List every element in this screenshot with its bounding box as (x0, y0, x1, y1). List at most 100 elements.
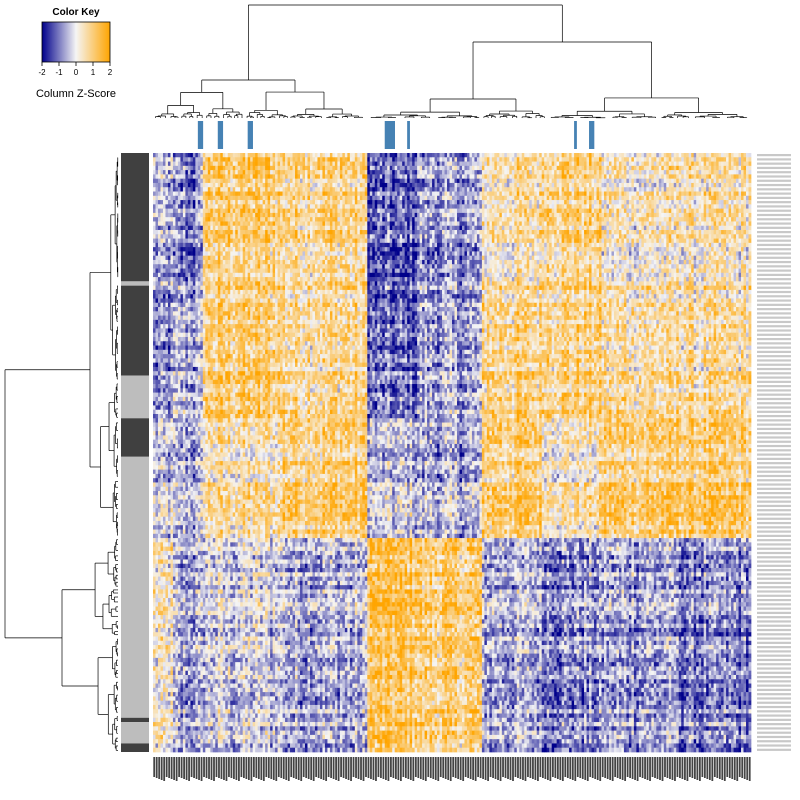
heatmap-cell (673, 195, 677, 201)
heatmap-cell (484, 204, 488, 209)
heatmap-cell (357, 161, 361, 167)
heatmap-cell (177, 217, 181, 222)
heatmap-cell (245, 157, 249, 162)
heatmap-cell (389, 217, 393, 222)
row-side-colors (121, 153, 149, 752)
heatmap-cell (399, 204, 403, 209)
heatmap-cell (601, 165, 605, 171)
heatmap-cell (404, 178, 408, 184)
heatmap-cell (476, 191, 480, 197)
heatmap-cell (312, 204, 316, 209)
heatmap-cell (464, 221, 468, 227)
heatmap-cell (342, 182, 346, 188)
heatmap-cell (691, 187, 695, 192)
heatmap-cell (270, 212, 273, 218)
heatmap-cell (738, 178, 742, 184)
heatmap-cell (476, 174, 480, 180)
heatmap-cell (481, 208, 485, 214)
heatmap-cell (671, 191, 675, 197)
heatmap-cell (262, 170, 266, 175)
heatmap-cell (668, 157, 672, 162)
heatmap-cell (471, 204, 475, 209)
heatmap-cell (202, 157, 206, 162)
heatmap-cell (222, 161, 226, 167)
heatmap-cell (240, 204, 244, 209)
heatmap-cell (295, 217, 298, 222)
heatmap-cell (384, 161, 388, 167)
heatmap-cell (506, 208, 510, 214)
heatmap-cell (661, 182, 665, 188)
heatmap-cell (195, 191, 199, 197)
heatmap-cell (250, 195, 254, 201)
heatmap-cell (616, 182, 620, 188)
heatmap-cell (409, 195, 413, 201)
heatmap-cell (257, 165, 261, 171)
heatmap-cell (230, 153, 234, 158)
heatmap-cell (728, 204, 732, 209)
heatmap-cell (726, 165, 729, 171)
heatmap-cell (698, 157, 702, 162)
heatmap-cell (242, 221, 246, 227)
heatmap-cell (713, 221, 717, 227)
heatmap-cell (434, 200, 438, 205)
heatmap-cell (608, 204, 612, 209)
heatmap-cell (504, 191, 508, 197)
heatmap-cell (531, 187, 535, 192)
heatmap-cell (718, 212, 722, 218)
heatmap-cell (456, 208, 460, 214)
heatmap-cell (167, 153, 171, 158)
heatmap-cell (566, 174, 570, 180)
heatmap-cell (317, 161, 321, 167)
heatmap-cell (683, 187, 687, 192)
heatmap-cell (257, 221, 261, 227)
heatmap-cell (479, 157, 483, 162)
heatmap-cell (165, 212, 169, 218)
heatmap-cell (280, 157, 283, 162)
heatmap-cell (225, 212, 229, 218)
heatmap-cell (616, 221, 620, 227)
heatmap-cell (215, 161, 219, 167)
heatmap-cell (556, 187, 560, 192)
heatmap-cell (177, 170, 181, 175)
heatmap-cell (339, 191, 343, 197)
heatmap-cell (474, 204, 478, 209)
heatmap-cell (394, 208, 398, 214)
heatmap-cell (589, 208, 592, 214)
heatmap-cell (362, 221, 366, 227)
heatmap-cell (409, 217, 413, 222)
heatmap-cell (551, 182, 555, 188)
heatmap-cell (309, 182, 313, 188)
heatmap-cell (623, 165, 627, 171)
heatmap-cell (461, 221, 465, 227)
heatmap-cell (429, 157, 433, 162)
heatmap-cell (270, 195, 273, 201)
heatmap-cell (252, 217, 256, 222)
heatmap-cell (574, 217, 577, 222)
heatmap-cell (631, 217, 635, 222)
heatmap-cell (481, 182, 485, 188)
heatmap-cell (427, 195, 430, 201)
heatmap-cell (314, 187, 318, 192)
heatmap-cell (536, 217, 540, 222)
heatmap-cell (382, 182, 386, 188)
heatmap-cell (486, 157, 490, 162)
heatmap-cell (621, 161, 625, 167)
heatmap-cell (449, 178, 453, 184)
heatmap-cell (648, 221, 652, 227)
row-side-color (121, 717, 149, 723)
heatmap-cell (499, 182, 503, 188)
heatmap-cell (688, 204, 692, 209)
heatmap-cell (372, 187, 376, 192)
heatmap-cell (466, 165, 470, 171)
heatmap-cell (180, 153, 184, 158)
heatmap-cell (429, 195, 433, 201)
heatmap-cell (576, 178, 580, 184)
heatmap-cell (569, 208, 572, 214)
heatmap-cell (464, 182, 468, 188)
heatmap-cell (474, 157, 478, 162)
heatmap-cell (564, 178, 567, 184)
heatmap-cell (157, 221, 161, 227)
heatmap-cell (698, 217, 702, 222)
heatmap-cell (180, 161, 184, 167)
heatmap-cell (666, 195, 670, 201)
